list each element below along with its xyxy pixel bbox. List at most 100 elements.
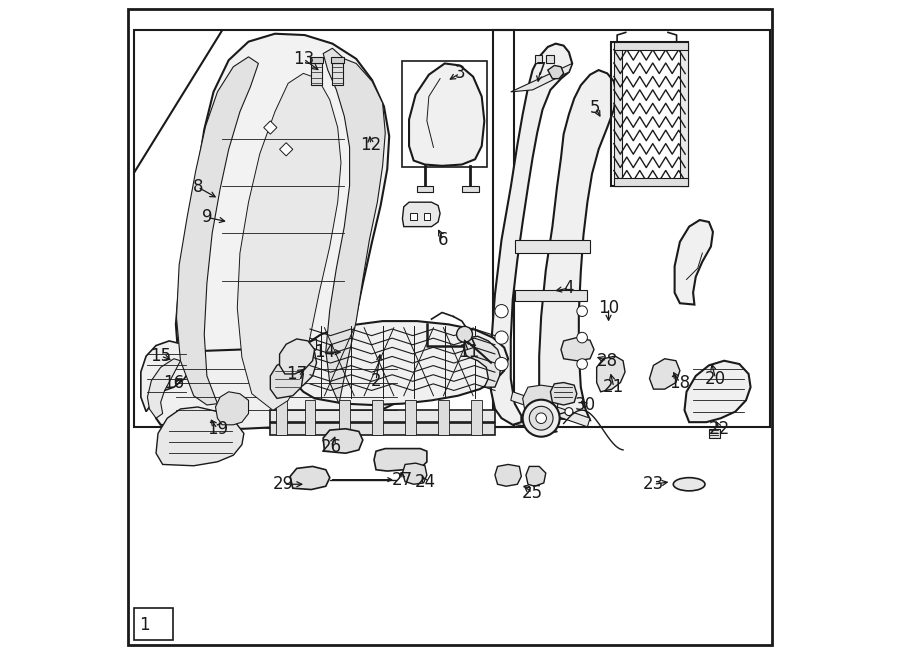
Circle shape [495, 305, 508, 318]
Circle shape [495, 331, 508, 344]
Polygon shape [402, 463, 427, 485]
Polygon shape [709, 429, 719, 438]
Polygon shape [614, 42, 622, 185]
Polygon shape [264, 121, 277, 134]
Polygon shape [270, 410, 495, 422]
Text: 10: 10 [598, 299, 619, 317]
Polygon shape [462, 185, 479, 192]
Polygon shape [280, 339, 315, 374]
Polygon shape [280, 143, 292, 156]
Circle shape [456, 326, 472, 342]
Polygon shape [409, 64, 484, 166]
Polygon shape [332, 64, 343, 85]
Text: 24: 24 [414, 473, 436, 491]
Text: 25: 25 [522, 484, 543, 502]
Polygon shape [526, 467, 545, 487]
Polygon shape [176, 34, 389, 429]
Bar [134, 30, 514, 427]
Polygon shape [675, 220, 713, 305]
Text: 14: 14 [314, 343, 335, 361]
Polygon shape [597, 356, 626, 392]
Bar [402, 62, 487, 167]
Polygon shape [323, 429, 363, 453]
Text: 21: 21 [603, 378, 625, 396]
Text: 19: 19 [207, 420, 228, 438]
Text: 4: 4 [563, 279, 574, 297]
Polygon shape [417, 185, 434, 192]
Polygon shape [471, 401, 482, 436]
Text: 20: 20 [705, 369, 726, 387]
Polygon shape [176, 57, 258, 405]
Polygon shape [680, 42, 688, 185]
Polygon shape [238, 73, 341, 410]
Text: 9: 9 [202, 209, 212, 226]
Text: 17: 17 [286, 365, 307, 383]
Polygon shape [156, 407, 244, 466]
Bar [493, 30, 770, 427]
Polygon shape [288, 339, 317, 384]
Polygon shape [511, 392, 590, 427]
Circle shape [536, 413, 546, 424]
Text: 13: 13 [292, 50, 314, 68]
Text: 5: 5 [590, 99, 600, 117]
Text: 12: 12 [360, 136, 382, 154]
Polygon shape [685, 361, 751, 422]
Text: 22: 22 [709, 420, 730, 438]
Bar [134, 608, 173, 640]
Text: 8: 8 [193, 178, 202, 196]
Text: 1: 1 [140, 616, 150, 634]
Polygon shape [290, 467, 329, 489]
Polygon shape [548, 66, 563, 79]
Text: 3: 3 [454, 64, 465, 82]
Text: 7: 7 [536, 61, 545, 79]
Text: 28: 28 [597, 352, 617, 370]
Polygon shape [650, 359, 680, 389]
Polygon shape [614, 177, 688, 185]
Circle shape [523, 400, 560, 437]
Polygon shape [535, 55, 543, 64]
Polygon shape [374, 449, 427, 471]
Circle shape [495, 357, 508, 371]
Text: 18: 18 [670, 373, 690, 391]
Text: 11: 11 [458, 343, 479, 361]
Polygon shape [372, 401, 382, 436]
Polygon shape [515, 290, 588, 301]
Polygon shape [140, 341, 191, 412]
Polygon shape [270, 424, 495, 436]
Polygon shape [539, 70, 617, 420]
Polygon shape [270, 341, 317, 399]
Polygon shape [495, 465, 521, 487]
Polygon shape [551, 383, 577, 405]
Polygon shape [215, 392, 248, 425]
Text: 2: 2 [371, 371, 382, 389]
Text: 29: 29 [273, 475, 294, 493]
Polygon shape [323, 48, 385, 404]
Polygon shape [270, 361, 303, 399]
Text: 16: 16 [163, 373, 184, 391]
Text: 23: 23 [643, 475, 664, 493]
Polygon shape [292, 321, 508, 405]
Polygon shape [511, 64, 572, 92]
Polygon shape [491, 44, 572, 425]
Polygon shape [464, 336, 501, 387]
Polygon shape [154, 350, 409, 429]
Polygon shape [305, 401, 315, 436]
Polygon shape [402, 202, 440, 226]
Polygon shape [614, 42, 688, 50]
Polygon shape [276, 401, 287, 436]
Circle shape [577, 359, 588, 369]
Polygon shape [331, 57, 345, 64]
Polygon shape [339, 401, 349, 436]
Text: 26: 26 [320, 438, 342, 455]
Polygon shape [561, 338, 594, 361]
Text: 30: 30 [575, 396, 596, 414]
Polygon shape [405, 401, 416, 436]
Polygon shape [545, 55, 554, 64]
Circle shape [565, 408, 573, 416]
Ellipse shape [673, 478, 705, 491]
Circle shape [529, 406, 554, 430]
Text: 27: 27 [392, 471, 413, 489]
Polygon shape [515, 240, 590, 253]
Polygon shape [438, 401, 449, 436]
Polygon shape [410, 213, 417, 220]
